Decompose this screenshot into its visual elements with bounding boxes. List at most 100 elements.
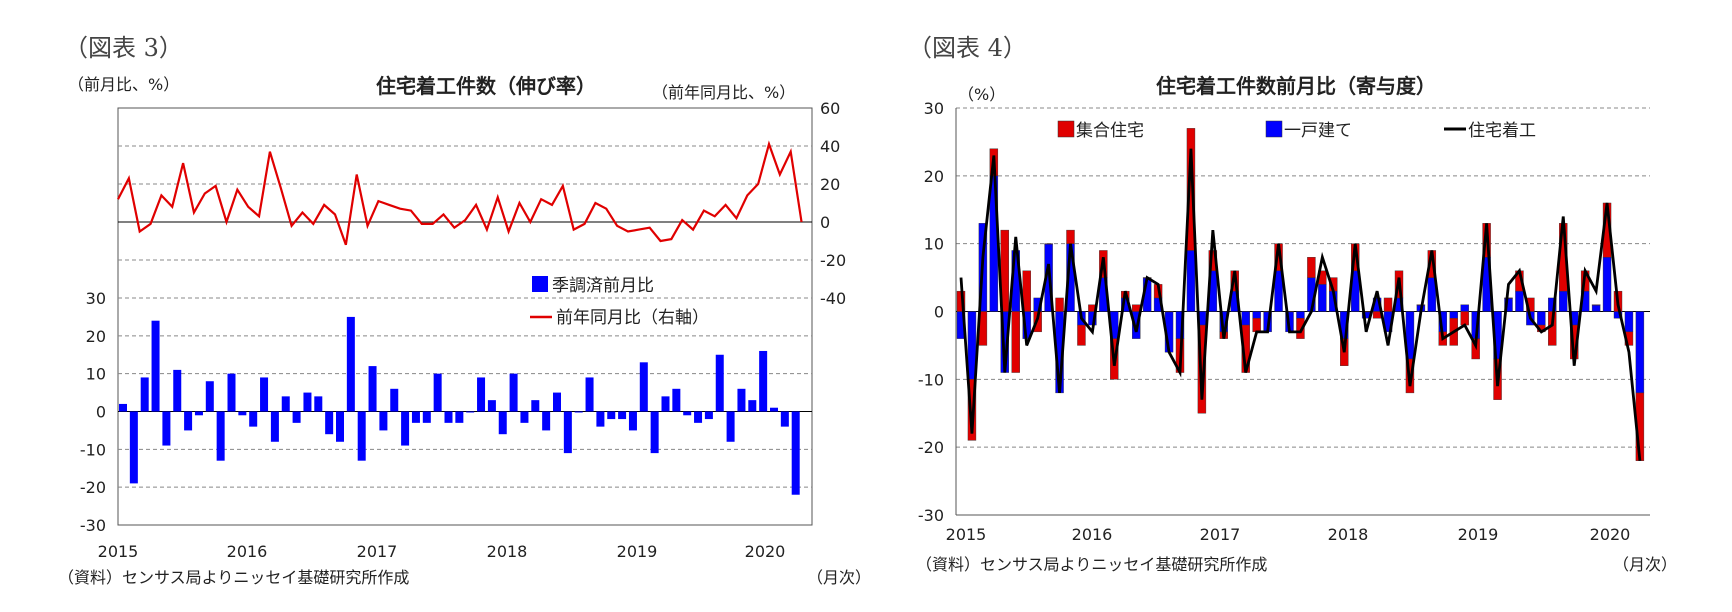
legend-label-yoy: 前年同月比（右軸）: [556, 308, 709, 328]
bar-mom: [574, 411, 583, 413]
bar-mom: [205, 381, 214, 412]
bar-mom: [151, 320, 160, 412]
bar-multi-family: [1066, 229, 1075, 244]
y-tick-right: 0: [820, 213, 830, 232]
bar-multi-family: [1164, 311, 1174, 313]
bar-multi-family: [1077, 324, 1086, 346]
x-tick: 2019: [617, 542, 658, 561]
bar-mom: [336, 411, 344, 442]
y-tick-left: 30: [86, 289, 106, 308]
bar-mom: [314, 396, 323, 412]
bar-mom: [270, 411, 279, 442]
y-unit-left: （前月比、%）: [68, 75, 179, 94]
bar-mom: [390, 388, 399, 412]
bar-mom: [303, 392, 312, 412]
legend-swatch-multi-family: [1057, 120, 1075, 138]
bar-single-family: [1602, 257, 1612, 312]
bar-multi-family: [1372, 311, 1382, 319]
figure3-label: （図表 3）: [64, 34, 183, 62]
bar-mom: [628, 411, 637, 431]
bar-single-family: [1296, 311, 1305, 319]
bar-multi-family: [1591, 304, 1601, 306]
bar-mom: [281, 396, 290, 412]
y-tick: 30: [924, 99, 944, 118]
y-unit-right: （前年同月比、%）: [652, 83, 795, 102]
x-tick: 2016: [227, 542, 268, 561]
bar-multi-family: [1460, 311, 1469, 326]
bar-single-family: [1559, 290, 1568, 312]
bar-mom: [770, 407, 778, 412]
bar-mom: [260, 377, 269, 412]
bar-mom: [227, 373, 236, 412]
bar-mom: [477, 377, 486, 412]
plot-frame: [117, 107, 813, 526]
y-tick-right: -20: [820, 251, 846, 270]
y-tick-right: -40: [820, 289, 846, 308]
bar-single-family: [1252, 311, 1261, 319]
bar-multi-family: [1044, 243, 1053, 245]
bar-mom: [346, 316, 355, 412]
bar-single-family: [1460, 304, 1469, 312]
x-tick: 2020: [745, 542, 786, 561]
bar-multi-family: [1296, 318, 1305, 339]
legend-swatch-single-family: [1265, 120, 1283, 138]
bar-mom: [607, 411, 616, 420]
y-tick-left: -30: [80, 516, 106, 535]
y-tick-right: 20: [820, 175, 840, 194]
x-tick: 2016: [1072, 525, 1113, 544]
bar-mom: [411, 411, 420, 423]
bar-mom: [487, 400, 496, 412]
bar-multi-family: [1307, 257, 1316, 278]
x-tick: 2018: [487, 542, 528, 561]
source-note: （資料）センサス局よりニッセイ基礎研究所作成: [916, 555, 1267, 574]
bar-mom: [140, 377, 149, 412]
y-tick: -30: [918, 506, 944, 525]
x-tick: 2017: [357, 542, 398, 561]
bar-mom: [173, 369, 182, 412]
bar-mom: [216, 411, 225, 461]
y-tick: -10: [918, 370, 944, 389]
bar-mom: [672, 388, 681, 412]
y-tick-left: -20: [80, 478, 106, 497]
bar-single-family: [1515, 290, 1524, 312]
bar-mom: [129, 411, 138, 484]
bar-single-family: [1318, 284, 1327, 312]
bar-mom: [694, 411, 703, 423]
line-total-starts: [959, 148, 1642, 461]
bar-mom: [780, 411, 789, 427]
legend-label-mom: 季調済前月比: [552, 276, 654, 296]
x-tick: 2017: [1200, 525, 1241, 544]
x-tick: 2015: [946, 525, 987, 544]
bar-mom: [585, 377, 594, 412]
x-tick: 2020: [1590, 525, 1631, 544]
bar-mom: [759, 350, 768, 412]
x-tick: 2019: [1458, 525, 1499, 544]
bar-mom: [542, 411, 551, 431]
bar-single-family: [1591, 304, 1601, 312]
bar-mom: [292, 411, 301, 423]
bar-mom: [194, 411, 203, 416]
chart-housing-starts-growth: 30 20 10 0 -10 -20 -30 60 40 20 0 -20 -40 2015 2016 201…: [58, 74, 866, 587]
bar-mom: [520, 411, 529, 423]
bar-mom: [498, 411, 507, 435]
bar-single-family: [1635, 311, 1645, 394]
legend-label-multi-family: 集合住宅: [1076, 121, 1144, 141]
y-tick: 20: [924, 167, 944, 186]
bar-multi-family: [1055, 297, 1064, 312]
bar-mom: [379, 411, 388, 431]
bar-mom: [325, 411, 334, 435]
bar-mom: [563, 411, 572, 454]
x-tick: 2015: [98, 542, 139, 561]
x-unit: （月次）: [807, 568, 866, 587]
bar-mom: [238, 411, 247, 416]
bar-single-family: [1241, 311, 1250, 326]
bar-mom: [401, 411, 410, 446]
y-tick: -20: [918, 438, 944, 457]
bar-single-family: [1186, 250, 1196, 312]
bar-mom: [444, 411, 453, 423]
y-tick-left: 20: [86, 327, 106, 346]
bar-multi-family: [1263, 311, 1272, 313]
y-tick-right: 60: [820, 99, 840, 118]
bar-mom: [357, 411, 366, 461]
